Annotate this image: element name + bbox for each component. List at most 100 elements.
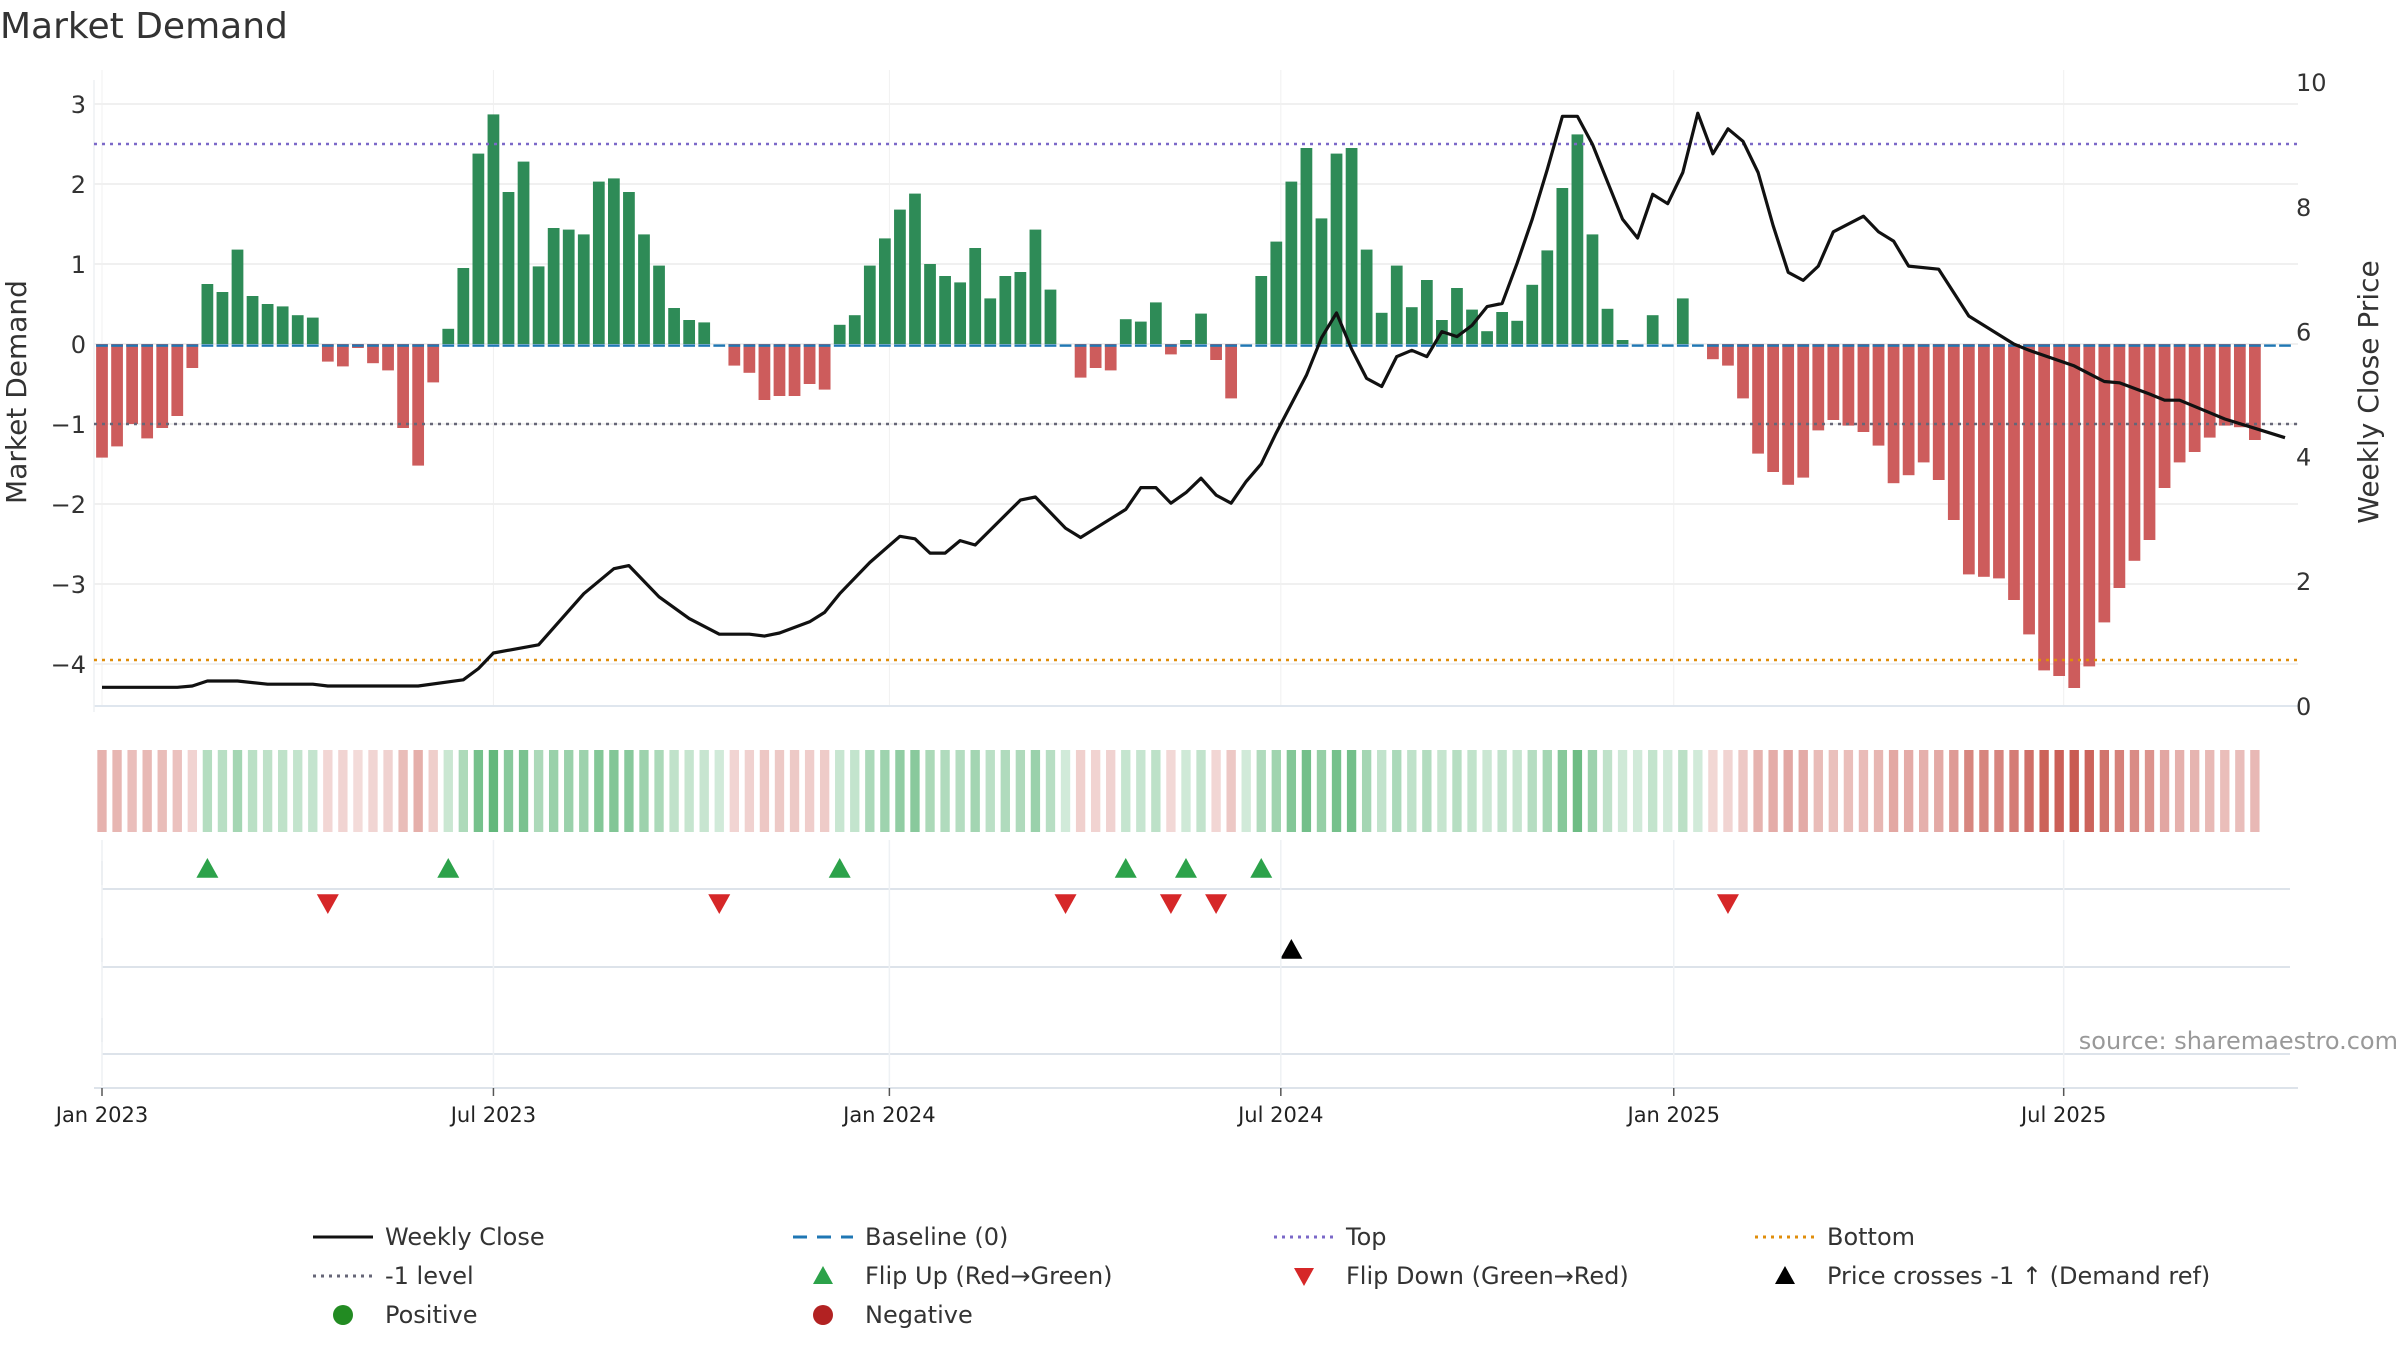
positive-demand-bar (608, 178, 620, 344)
heat-strip-cell (1964, 750, 1974, 832)
heat-strip-cell (1256, 750, 1266, 832)
heat-strip-cell (127, 750, 137, 832)
legend-label: Weekly Close (385, 1223, 545, 1251)
positive-demand-bar (1315, 218, 1328, 344)
left-tick-label: 3 (71, 91, 86, 119)
flip-down-marker (1159, 894, 1182, 914)
negative-demand-bar (1104, 344, 1117, 371)
legend-item[interactable]: Flip Up (Red→Green) (813, 1262, 1113, 1290)
legend-item[interactable]: -1 level (313, 1262, 474, 1290)
positive-demand-bar (1571, 134, 1584, 344)
heat-strip-cell (2220, 750, 2230, 832)
negative-demand-bar (186, 344, 199, 368)
right-tick-label: 8 (2296, 194, 2311, 222)
negative-demand-bar (2203, 344, 2216, 438)
positive-demand-bar (201, 284, 214, 344)
positive-demand-bar (1345, 148, 1358, 344)
positive-demand-bar (954, 282, 967, 344)
positive-demand-bar (1134, 321, 1147, 344)
heat-strip-cell (564, 750, 574, 832)
heat-strip-cell (323, 750, 333, 832)
heat-strip-cell (1166, 750, 1176, 832)
flip-up-marker (828, 858, 851, 878)
price-cross-marker (1280, 939, 1303, 959)
heat-strip-cell (1632, 750, 1643, 832)
heat-strip-cell (503, 750, 514, 832)
heat-strip-cell (1903, 750, 1914, 832)
heat-strip-cell (338, 750, 348, 832)
legend-item[interactable]: Bottom (1755, 1223, 1915, 1251)
heat-strip-cell (2099, 750, 2110, 832)
heat-strip-cell (2174, 750, 2185, 832)
heat-strip-cell (1452, 750, 1462, 832)
negative-demand-bar (1902, 344, 1915, 476)
heat-strip-cell (548, 750, 559, 832)
legend-item[interactable]: Negative (813, 1301, 973, 1329)
legend-label: Price crosses -1 ↑ (Demand ref) (1827, 1262, 2210, 1290)
heat-strip-cell (398, 750, 408, 832)
heat-strip-cell (473, 750, 484, 832)
heat-strip-cell (1919, 750, 1929, 832)
flip-down-marker (1205, 894, 1228, 914)
legend-item[interactable]: Baseline (0) (793, 1223, 1008, 1251)
negative-demand-bar (2143, 344, 2156, 540)
negative-demand-bar (803, 344, 816, 384)
positive-demand-bar (457, 268, 470, 344)
legend-item[interactable]: Top (1274, 1223, 1387, 1251)
positive-demand-bar (1390, 265, 1403, 344)
positive-demand-bar (1029, 229, 1042, 344)
positive-demand-bar (653, 265, 665, 344)
legend-item[interactable]: Price crosses -1 ↑ (Demand ref) (1775, 1262, 2210, 1290)
heat-strip-cell (594, 750, 604, 832)
heat-strip-cell (910, 750, 920, 832)
positive-demand-bar (1180, 340, 1192, 344)
positive-demand-bar (1526, 284, 1539, 344)
heat-strip-cell (609, 750, 619, 832)
negative-demand-bar (1210, 344, 1222, 360)
positive-demand-bar (231, 249, 244, 344)
heat-strip-cell (1060, 750, 1071, 832)
heat-strip-cell (1121, 750, 1131, 832)
legend-item[interactable]: Positive (333, 1301, 478, 1329)
date-tick-label: Jan 2024 (841, 1103, 936, 1127)
legend-swatch-triangle-up (813, 1266, 833, 1284)
legend-item[interactable]: Weekly Close (313, 1223, 545, 1251)
heat-strip-cell (488, 750, 499, 832)
legend-item[interactable]: Flip Down (Green→Red) (1294, 1262, 1629, 1290)
flip-up-marker (1250, 858, 1273, 878)
heat-strip-cell (413, 750, 423, 832)
flip-up-marker (437, 858, 460, 878)
heat-strip-cell (1030, 750, 1041, 832)
positive-demand-bar (502, 192, 515, 344)
heat-strip-cell (789, 750, 800, 832)
positive-demand-bar (532, 266, 545, 344)
positive-demand-bar (863, 265, 876, 344)
positive-demand-bar (1195, 313, 1207, 344)
date-tick-label: Jul 2025 (2019, 1103, 2106, 1127)
heat-strip-cell (880, 750, 890, 832)
positive-demand-bar (1676, 298, 1689, 344)
heat-strip-cell (1617, 750, 1628, 832)
heat-strip-cell (368, 750, 378, 832)
negative-demand-bar (2188, 344, 2201, 452)
legend-swatch-triangle-down (1294, 1268, 1314, 1286)
positive-demand-bar (1496, 312, 1509, 344)
heat-strip-cell (157, 750, 167, 832)
right-tick-label: 10 (2296, 69, 2327, 97)
heat-strip-cell (1813, 750, 1823, 832)
positive-demand-bar (1270, 241, 1283, 344)
legend-label: Top (1345, 1223, 1387, 1251)
positive-demand-bar (216, 292, 229, 344)
positive-demand-bar (547, 228, 560, 344)
heat-strip-cell (955, 750, 965, 832)
flip-down-marker (316, 894, 339, 914)
negative-demand-bar (2249, 344, 2261, 440)
heat-strip-cell (2039, 750, 2049, 832)
heat-strip-cell (2024, 750, 2034, 832)
heat-strip-cell (970, 750, 980, 832)
positive-demand-bar (1285, 181, 1298, 344)
heat-strip-cell (774, 750, 785, 832)
legend-swatch-circle (813, 1305, 833, 1325)
heat-strip-cell (895, 750, 905, 832)
heat-strip-cell (1000, 750, 1010, 832)
